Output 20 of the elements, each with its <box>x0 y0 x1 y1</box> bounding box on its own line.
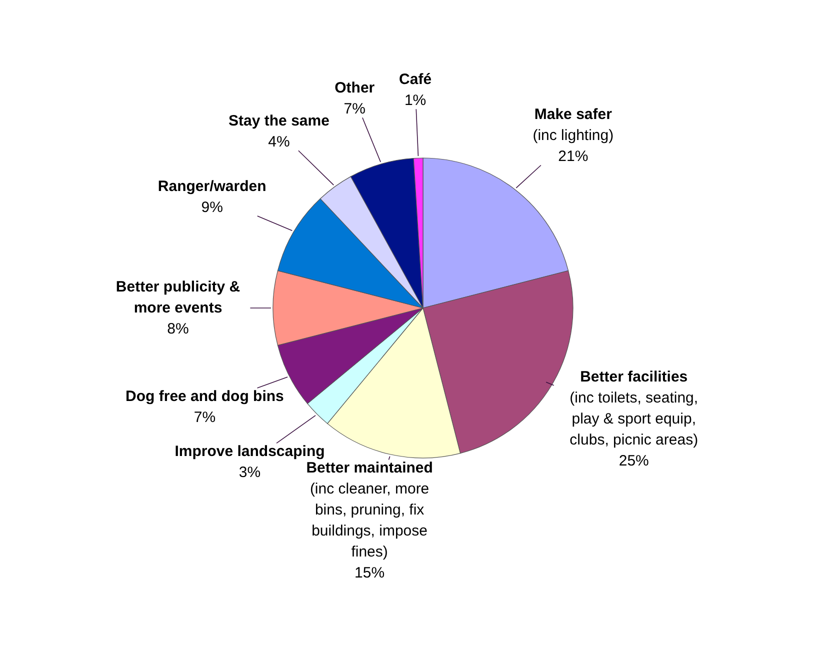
data-label: 25% <box>618 452 649 470</box>
slice-label: Make safer (inc lighting) <box>532 106 614 144</box>
data-label: 15% <box>354 564 385 582</box>
data-label: 8% <box>167 320 189 338</box>
slice-label: Better maintained (inc cleaner, more bins, pruning, fix buildings, impose fines) <box>306 460 433 561</box>
slice-label: Dog free and dog bins <box>126 388 284 405</box>
data-label: 3% <box>238 464 261 482</box>
data-label: 9% <box>201 199 223 216</box>
slice-label: Stay the same <box>228 112 330 130</box>
data-label: 7% <box>344 100 366 118</box>
data-label: 7% <box>194 408 216 426</box>
slice-label: Café <box>399 71 432 88</box>
data-label: 21% <box>558 148 588 166</box>
data-label: 4% <box>268 134 290 151</box>
slice-label: Better publicity & more events <box>116 278 240 316</box>
slice-label: Ranger/warden <box>158 178 266 196</box>
slice-label: Better facilities (inc toilets, seating, play & sport equip, clubs, picnic areas) <box>570 368 698 448</box>
slice-label: Improve landscaping <box>174 443 325 460</box>
data-label: 1% <box>404 92 426 110</box>
slice-label: Other <box>334 80 375 97</box>
